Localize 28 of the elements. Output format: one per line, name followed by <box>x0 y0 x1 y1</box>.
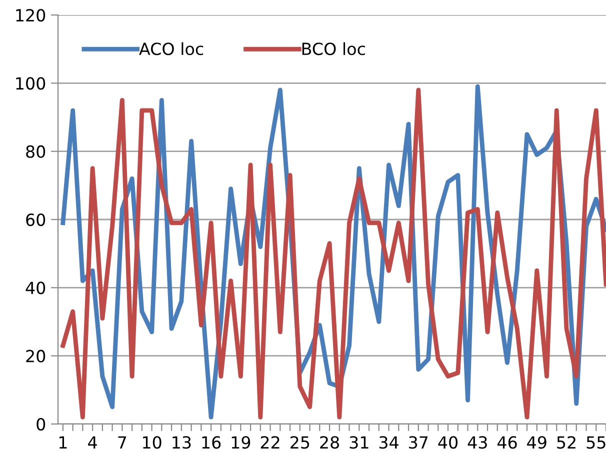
x-tick-label: 25 <box>290 436 310 449</box>
x-tick-label: 13 <box>172 436 191 449</box>
x-tick-label: 1 <box>59 436 67 448</box>
x-tick-label: 22 <box>260 436 280 448</box>
x-tick-label: 55 <box>586 436 606 449</box>
y-tick-label: 40 <box>26 282 46 294</box>
x-tick-label: 40 <box>438 436 458 449</box>
x-tick-label: 34 <box>379 436 398 449</box>
y-tick-label: 120 <box>16 8 46 22</box>
y-tick-label: 0 <box>36 418 46 431</box>
y-tick-label: 100 <box>16 77 46 90</box>
x-tick-label: 52 <box>557 436 576 449</box>
y-tick-label: 80 <box>26 145 46 158</box>
x-tick-label: 31 <box>350 436 368 449</box>
y-tick-label: 60 <box>26 213 46 226</box>
x-tick-label: 28 <box>320 436 339 449</box>
x-tick-label: 7 <box>118 436 126 448</box>
x-tick-label: 49 <box>527 436 546 449</box>
y-tick-label: 20 <box>26 350 46 362</box>
legend-label: BCO loc <box>302 42 365 56</box>
x-tick-label: 16 <box>202 436 221 449</box>
x-tick-label: 10 <box>143 436 162 449</box>
x-tick-label: 19 <box>232 436 250 449</box>
x-tick-label: 37 <box>409 436 428 449</box>
x-tick-label: 46 <box>497 436 517 449</box>
legend-label: ACO loc <box>139 42 204 56</box>
x-tick-label: 43 <box>468 436 487 449</box>
x-tick-label: 4 <box>88 436 97 448</box>
